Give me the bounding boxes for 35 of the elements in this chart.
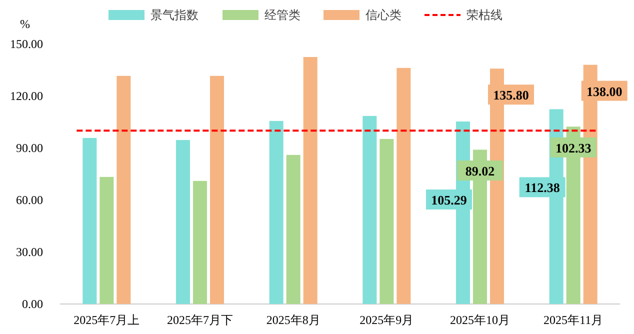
y-tick-label: 0.00 <box>22 297 43 311</box>
y-tick-label: 120.00 <box>10 89 43 103</box>
x-tick-label: 2025年7月下 <box>167 313 233 327</box>
y-axis-title: % <box>20 17 30 31</box>
bar <box>210 76 224 304</box>
data-label: 112.38 <box>524 180 560 196</box>
legend-label: 荣枯线 <box>466 8 502 22</box>
bar <box>396 68 411 304</box>
bar <box>116 76 131 304</box>
y-tick-label: 90.00 <box>16 141 43 155</box>
bar <box>269 120 284 304</box>
data-label: 89.02 <box>465 164 495 178</box>
x-tick-label: 2025年11月 <box>544 313 604 327</box>
data-label: 102.33 <box>555 140 592 156</box>
y-tick-label: 150.00 <box>10 37 43 51</box>
x-tick-label: 2025年7月上 <box>74 313 140 327</box>
y-tick-label: 30.00 <box>16 245 43 259</box>
data-label: 105.29 <box>431 192 468 208</box>
bar <box>176 140 190 304</box>
bar <box>193 180 207 304</box>
data-label: 135.80 <box>493 88 529 103</box>
bar <box>380 138 394 304</box>
legend-label: 信心类 <box>366 8 402 22</box>
data-label: 138.00 <box>586 84 622 99</box>
x-tick-label: 2025年8月 <box>266 313 320 327</box>
legend-label: 经管类 <box>264 8 300 22</box>
y-tick-label: 60.00 <box>16 193 43 207</box>
bar <box>286 154 300 304</box>
bar <box>82 138 97 304</box>
bar <box>100 176 114 304</box>
bar <box>303 57 318 304</box>
bar <box>362 116 377 304</box>
legend-label: 景气指数 <box>150 8 198 22</box>
x-tick-label: 2025年9月 <box>360 313 414 327</box>
x-tick-label: 2025年10月 <box>450 313 510 327</box>
